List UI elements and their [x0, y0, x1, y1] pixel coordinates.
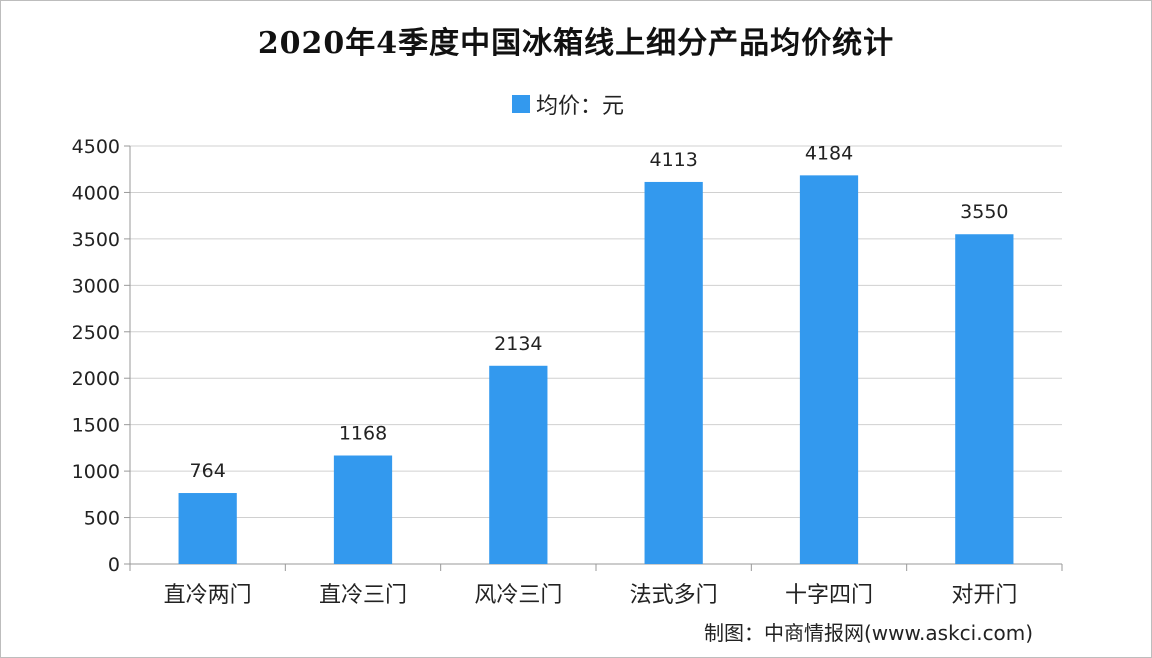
data-label: 1168: [339, 423, 387, 445]
x-tick-label: 直冷两门: [164, 583, 252, 608]
y-tick-label: 3500: [72, 229, 120, 251]
data-label: 764: [190, 460, 226, 482]
x-tick-label: 风冷三门: [474, 583, 562, 608]
y-tick-label: 1000: [72, 461, 120, 483]
x-tick-label: 法式多门: [630, 583, 718, 608]
data-label: 2134: [494, 333, 542, 355]
legend-label: 均价：元: [536, 94, 625, 119]
bar: [489, 365, 548, 564]
y-tick-label: 1500: [72, 415, 120, 437]
x-tick-label: 对开门: [951, 583, 1017, 608]
source-credit: 制图：中商情报网(www.askci.com): [704, 621, 1034, 645]
chart-title: 2020年4季度中国冰箱线上细分产品均价统计: [257, 26, 895, 61]
data-label: 4113: [649, 149, 697, 171]
bar: [955, 234, 1014, 564]
x-tick-label: 直冷三门: [319, 583, 407, 608]
x-tick-label: 十字四门: [785, 583, 873, 608]
y-tick-label: 2000: [72, 368, 120, 390]
data-label: 3550: [960, 201, 1008, 223]
bar: [333, 455, 393, 564]
data-label: 4184: [805, 142, 853, 164]
y-tick-label: 2500: [72, 322, 120, 344]
legend-swatch: [512, 95, 530, 113]
bar: [644, 181, 703, 564]
legend: 均价：元: [512, 88, 624, 120]
y-tick-label: 4500: [72, 136, 120, 158]
y-tick-label: 500: [84, 508, 120, 530]
y-tick-label: 3000: [72, 275, 120, 297]
y-tick-label: 0: [108, 554, 120, 576]
bar: [178, 493, 237, 564]
y-tick-label: 4000: [72, 182, 120, 204]
bar: [799, 175, 859, 564]
